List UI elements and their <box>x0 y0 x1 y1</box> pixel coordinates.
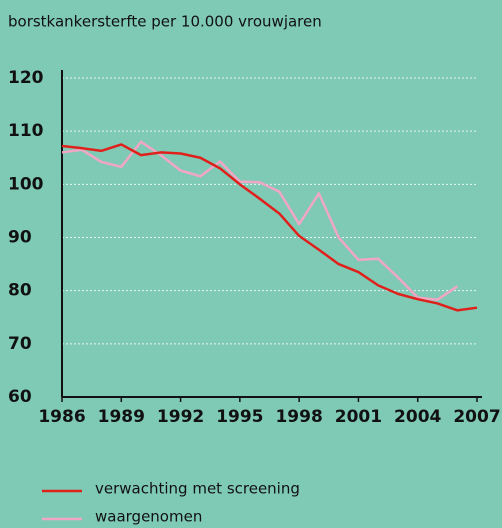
series-line <box>61 140 458 301</box>
legend-label: verwachting met screening <box>95 480 300 498</box>
y-tick-label: 120 <box>8 68 44 88</box>
y-tick-label: 80 <box>8 281 32 301</box>
x-tick-label: 1998 <box>275 407 322 427</box>
x-tick-label: 1992 <box>157 407 204 427</box>
series-line <box>61 143 478 312</box>
y-tick-label: 100 <box>8 174 44 194</box>
x-tick-label: 2001 <box>335 407 382 427</box>
y-tick-label: 60 <box>8 387 32 407</box>
chart-title: borstkankersterfte per 10.000 vrouwjaren <box>8 13 322 31</box>
x-tick-label: 1986 <box>38 407 85 427</box>
y-tick-label: 110 <box>8 121 44 141</box>
y-tick-label: 70 <box>8 334 32 354</box>
x-tick-label: 2004 <box>394 407 441 427</box>
y-tick-label: 90 <box>8 228 32 248</box>
x-tick-label: 1989 <box>98 407 145 427</box>
x-tick-label: 1995 <box>216 407 263 427</box>
x-tick-label: 2007 <box>453 407 500 427</box>
legend-label: waargenomen <box>95 508 202 526</box>
